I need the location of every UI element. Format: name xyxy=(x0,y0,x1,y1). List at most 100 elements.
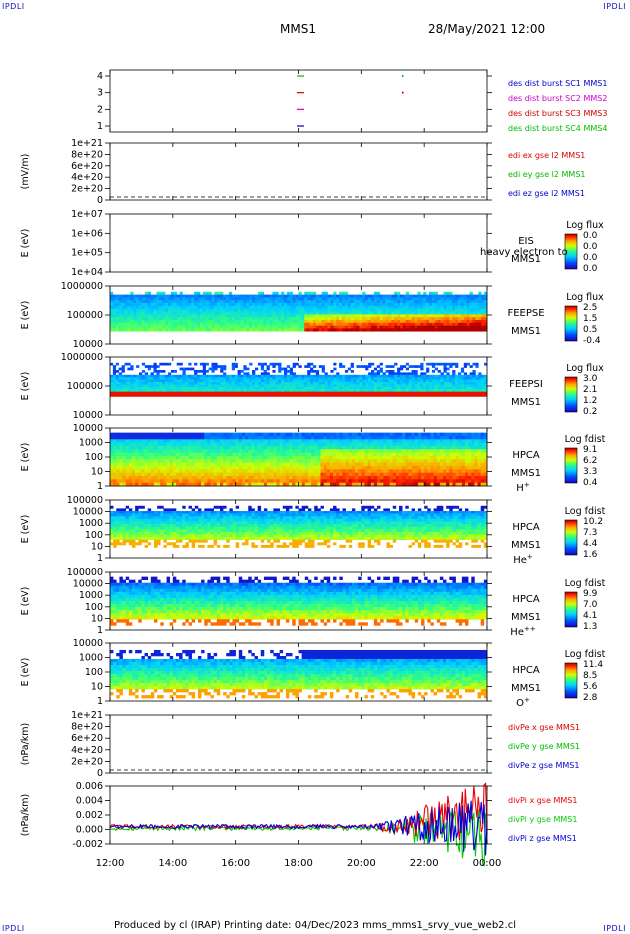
spectrogram-cell xyxy=(371,297,375,301)
spectrogram-cell xyxy=(304,386,308,390)
spectrogram-cell xyxy=(188,469,192,473)
spectrogram-cell xyxy=(434,314,438,318)
spectrogram-cell xyxy=(185,367,189,371)
spectrogram-cell xyxy=(356,394,360,397)
spectrogram-cell xyxy=(411,305,415,310)
spectrogram-cell xyxy=(169,432,174,437)
spectrogram-cell xyxy=(301,311,305,315)
spectrogram-cell xyxy=(355,462,359,467)
spectrogram-cell xyxy=(159,394,163,397)
spectrogram-cell xyxy=(284,394,288,397)
spectrogram-cell xyxy=(208,382,212,385)
spectrogram-cell xyxy=(289,472,293,477)
spectrogram-cell xyxy=(347,314,351,318)
spectrogram-cell xyxy=(272,328,276,332)
spectrogram-cell xyxy=(350,328,354,332)
spectrogram-cell xyxy=(135,432,139,437)
spectrogram-cell xyxy=(197,449,202,453)
spectrogram-cell xyxy=(307,377,311,380)
spectrogram-cell xyxy=(156,322,160,326)
spectrogram-cell xyxy=(356,389,360,392)
spectrogram-cell xyxy=(339,317,343,321)
spectrogram-cell xyxy=(241,462,246,467)
spectrogram-cell xyxy=(329,479,334,483)
spectrogram-cell xyxy=(304,462,309,467)
spectrogram-cell xyxy=(383,439,387,443)
spectrogram-cell xyxy=(272,303,276,307)
spectrogram-cell xyxy=(353,389,357,392)
spectrogram-cell xyxy=(278,389,282,392)
spectrogram-cell xyxy=(252,294,256,298)
spectrogram-cell xyxy=(110,442,114,447)
spectrogram-cell xyxy=(289,303,293,307)
spectrogram-cell xyxy=(433,442,438,447)
spectrogram-cell xyxy=(163,455,167,460)
spectrogram-cell xyxy=(336,394,340,397)
spectrogram-cell xyxy=(122,476,127,480)
spectrogram-cell xyxy=(388,377,392,380)
spectrogram-cell xyxy=(405,465,409,470)
spectrogram-cell xyxy=(173,291,177,295)
spectrogram-cell xyxy=(358,445,362,450)
spectrogram-cell xyxy=(344,391,349,395)
spectrogram-cell xyxy=(214,297,218,301)
spectrogram-cell xyxy=(176,303,180,307)
spectrogram-cell xyxy=(228,377,233,380)
spectrogram-cell xyxy=(115,308,119,312)
spectrogram-cell xyxy=(234,389,238,392)
spectrogram-cell xyxy=(217,294,221,298)
spectrogram-cell xyxy=(344,297,349,301)
spectrogram-cell xyxy=(426,367,430,371)
spectrogram-cell xyxy=(235,472,240,477)
spectrogram-cell xyxy=(321,370,325,373)
spectrogram-cell xyxy=(320,435,324,440)
spectrogram-cell xyxy=(139,317,143,321)
spectrogram-cell xyxy=(162,314,166,318)
spectrogram-cell xyxy=(336,314,340,318)
spectrogram-cell xyxy=(367,435,372,440)
spectrogram-cell xyxy=(318,379,322,383)
spectrogram-cell xyxy=(125,476,130,480)
spectrogram-cell xyxy=(472,297,476,301)
spectrogram-cell xyxy=(443,303,447,307)
spectrogram-cell xyxy=(219,476,224,480)
spectrogram-cell xyxy=(266,386,270,390)
spectrogram-cell xyxy=(304,432,309,437)
spectrogram-cell xyxy=(339,445,343,450)
spectrogram-cell xyxy=(436,449,441,453)
spectrogram-cell xyxy=(376,325,380,329)
spectrogram-cell xyxy=(361,452,365,457)
spectrogram-cell xyxy=(368,305,372,310)
spectrogram-cell xyxy=(333,445,337,450)
spectrogram-cell xyxy=(475,386,479,390)
spectrogram-cell xyxy=(411,432,416,437)
spectrogram-cell xyxy=(228,291,233,295)
spectrogram-cell xyxy=(313,319,317,324)
spectrogram-cell xyxy=(130,311,134,315)
spectrogram-cell xyxy=(356,303,360,307)
spectrogram-cell xyxy=(228,294,233,298)
spectrogram-cell xyxy=(336,459,340,463)
spectrogram-cell xyxy=(275,305,279,310)
spectrogram-cell xyxy=(298,455,302,460)
spectrogram-cell xyxy=(228,384,233,388)
spectrogram-cell xyxy=(173,389,177,392)
spectrogram-cell xyxy=(241,435,246,440)
spectrogram-cell xyxy=(394,300,398,304)
spectrogram-cell xyxy=(348,445,353,450)
spectrogram-cell xyxy=(394,319,398,324)
spectrogram-cell xyxy=(150,303,154,307)
spectrogram-cell xyxy=(373,476,378,480)
spectrogram-cell xyxy=(295,303,299,307)
spectrogram-cell xyxy=(122,435,127,440)
spectrogram-cell xyxy=(307,374,311,378)
spectrogram-cell xyxy=(263,377,267,380)
spectrogram-cell xyxy=(449,311,453,315)
spectrogram-cell xyxy=(276,479,280,483)
spectrogram-cell xyxy=(185,482,189,487)
spectrogram-cell xyxy=(424,445,428,450)
spectrogram-cell xyxy=(301,391,305,395)
spectrogram-cell xyxy=(208,374,212,378)
spectrogram-cell xyxy=(385,325,389,329)
spectrogram-cell xyxy=(411,314,415,318)
